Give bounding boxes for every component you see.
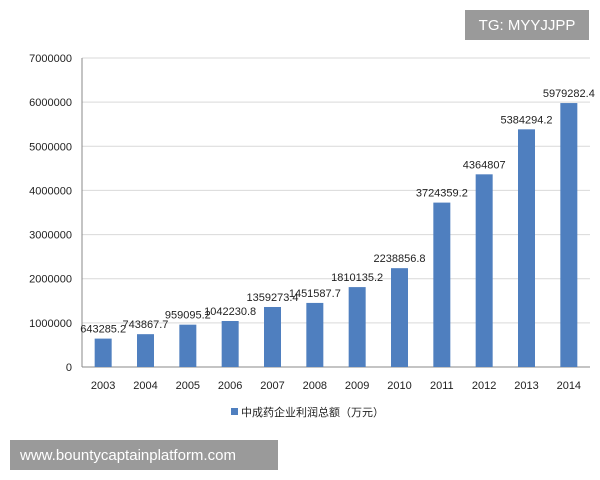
y-tick-label: 3000000 [29,230,72,242]
data-label: 1451587.7 [289,288,341,300]
bar [348,287,366,367]
y-tick-label: 2000000 [29,274,72,286]
y-tick-label: 1000000 [29,318,72,330]
data-label: 743867.7 [123,319,169,331]
x-tick-label: 2003 [91,380,115,392]
telegram-watermark: TG: MYYJJPP [465,10,589,40]
bar [221,320,239,367]
x-tick-label: 2007 [260,380,284,392]
bar [264,306,281,367]
y-tick-label: 7000000 [29,53,72,65]
bar [475,174,493,367]
data-label: 959095.2 [165,310,211,322]
data-label: 1042230.8 [204,306,256,318]
x-tick-label: 2010 [387,380,411,392]
bar [433,202,451,367]
x-tick-label: 2014 [557,380,581,392]
bar [518,129,535,367]
data-label: 2238856.8 [374,253,426,265]
bar [179,324,197,367]
data-label: 1810135.2 [331,272,383,284]
legend-swatch [231,408,238,415]
bar [137,334,154,367]
x-tick-label: 2005 [176,380,200,392]
legend-label: 中成药企业利润总额（万元） [241,405,384,419]
data-label: 4364807 [463,159,506,171]
data-label: 5979282.4 [543,88,595,100]
url-watermark: www.bountycaptainplatform.com [10,440,278,470]
y-tick-label: 5000000 [29,141,72,153]
bar [306,302,324,367]
y-tick-label: 4000000 [29,185,72,197]
data-label: 3724359.2 [416,188,468,200]
x-tick-label: 2011 [430,380,454,392]
x-tick-label: 2008 [303,380,327,392]
data-label: 643285.2 [80,324,126,336]
x-tick-label: 2009 [345,380,369,392]
bar [391,268,408,367]
y-tick-label: 0 [66,362,72,374]
data-label: 5384294.2 [501,114,553,126]
x-tick-label: 2004 [133,380,157,392]
bar [94,338,112,367]
x-tick-label: 2013 [514,380,538,392]
x-tick-label: 2012 [472,380,496,392]
x-tick-label: 2006 [218,380,242,392]
bar [560,103,578,368]
data-label: 1359273.4 [247,292,299,304]
y-tick-label: 6000000 [29,97,72,109]
